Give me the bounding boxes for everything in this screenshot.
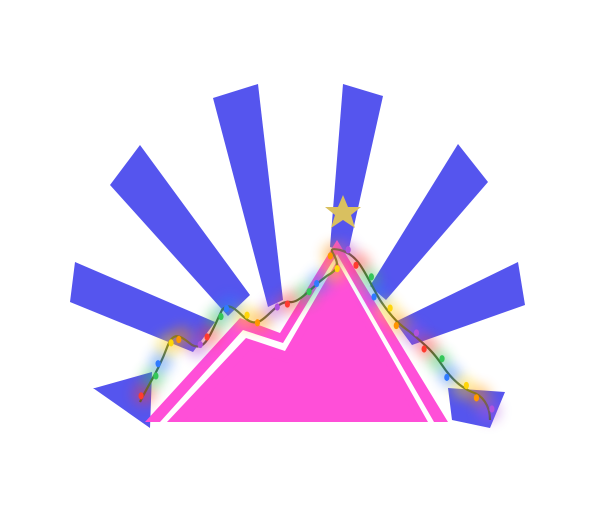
bulb-glow: [323, 259, 346, 282]
bulb-glow: [233, 306, 256, 329]
light-bulb: [244, 311, 250, 319]
ray-right: [395, 262, 525, 345]
light-bulb: [155, 360, 161, 368]
light-bulb: [444, 373, 450, 381]
ray-center-right: [330, 84, 383, 253]
light-bulb: [439, 355, 445, 363]
light-bulb: [314, 279, 320, 288]
light-bulb: [218, 312, 224, 321]
light-bulb: [138, 392, 144, 400]
light-bulb: [353, 261, 359, 269]
light-bulb: [345, 246, 351, 254]
bulb-glow: [199, 323, 222, 346]
mountain-body: [183, 275, 418, 422]
christmas-lights: [133, 240, 500, 422]
bulb-glow: [141, 366, 164, 389]
light-bulb: [387, 304, 393, 312]
mountain: [145, 240, 448, 422]
bulb-glow: [150, 350, 173, 373]
star-icon: [325, 195, 361, 228]
light-bulb: [393, 321, 399, 330]
bulb-glow: [477, 399, 500, 422]
light-bulb: [463, 381, 469, 390]
light-bulb: [176, 335, 182, 344]
light-bulb: [368, 273, 375, 281]
light-bulb: [284, 300, 291, 308]
ray-left-upper: [110, 145, 250, 316]
light-bulb: [371, 293, 377, 301]
light-bulb: [306, 288, 312, 296]
light-bulb: [153, 372, 159, 380]
light-bulb: [168, 339, 174, 347]
light-bulb: [204, 333, 210, 341]
light-bulb: [197, 340, 203, 349]
light-bulb: [334, 265, 340, 273]
light-bulb: [254, 319, 261, 327]
ray-center-left: [213, 84, 283, 307]
light-bulb: [327, 252, 333, 260]
light-bulb: [413, 329, 420, 337]
light-bulb: [223, 304, 230, 313]
light-bulb: [473, 394, 480, 402]
light-bulb: [421, 345, 427, 353]
ray-right-upper: [370, 144, 488, 300]
light-bulb: [274, 303, 280, 311]
light-bulb: [489, 405, 495, 413]
